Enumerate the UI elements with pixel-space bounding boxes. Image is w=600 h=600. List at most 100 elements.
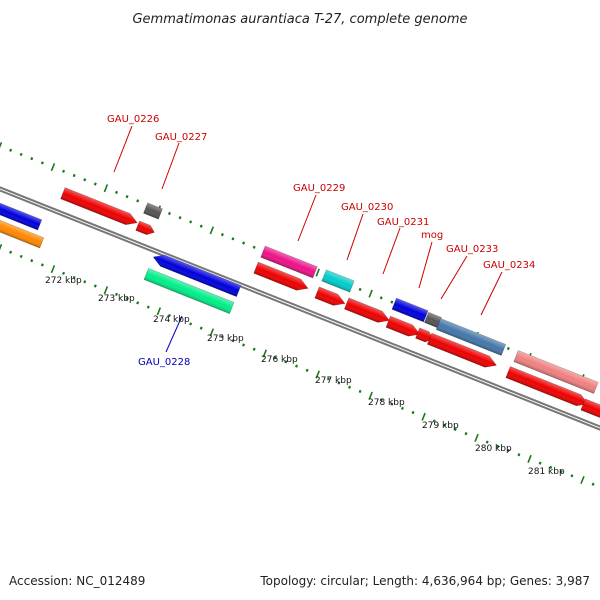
- gene-label-gau-0226[interactable]: GAU_0226: [107, 114, 159, 125]
- minor-tick: [347, 385, 351, 389]
- minor-tick: [549, 465, 553, 469]
- gene-feature-shade: [505, 366, 588, 406]
- scale-labels: 272 kbp 273 kbp 274 kbp 275 kbp 276 kbp …: [45, 276, 565, 477]
- scale-label: 280 kbp: [475, 444, 512, 454]
- gene-feature[interactable]: [260, 245, 318, 279]
- gene-feature-shade: [415, 327, 433, 342]
- scale-label: 279 kbp: [422, 421, 459, 431]
- minor-tick: [199, 224, 203, 228]
- gene-feature[interactable]: [151, 251, 242, 297]
- gene-feature[interactable]: [435, 318, 507, 356]
- minor-tick: [189, 220, 193, 224]
- minor-tick: [231, 339, 235, 343]
- gene-label-gau-0231[interactable]: GAU_0231: [377, 217, 429, 228]
- minor-tick: [167, 313, 171, 318]
- major-tick: [103, 286, 109, 295]
- gene-feature[interactable]: [314, 286, 347, 309]
- minor-tick: [326, 377, 330, 381]
- minor-tick: [570, 474, 574, 478]
- minor-tick: [284, 360, 288, 364]
- major-tick: [368, 391, 373, 400]
- minor-tick: [390, 300, 394, 304]
- gene-label-gau-0227[interactable]: GAU_0227: [155, 132, 207, 143]
- minor-tick: [62, 169, 66, 173]
- gene-feature[interactable]: [415, 327, 435, 344]
- minor-tick: [114, 190, 119, 195]
- minor-tick: [40, 263, 44, 267]
- gene-feature[interactable]: [426, 332, 498, 371]
- gene-feature[interactable]: [143, 268, 235, 314]
- minor-tick: [62, 271, 66, 275]
- minor-tick: [125, 297, 129, 301]
- gene-label-gau-0228[interactable]: GAU_0228: [138, 357, 190, 368]
- gene-feature-shade: [143, 202, 163, 220]
- minor-tick: [19, 254, 23, 259]
- minor-tick: [252, 347, 256, 351]
- gene-feature[interactable]: [0, 213, 45, 249]
- gene-feature[interactable]: [391, 297, 429, 323]
- label-leaders: [113, 125, 503, 353]
- minor-tick: [146, 305, 150, 309]
- gene-feature-shade: [314, 286, 345, 306]
- scale-label: 278 kbp: [368, 398, 405, 408]
- gene-feature-shade: [0, 214, 44, 248]
- gene-label-mog[interactable]: mog: [421, 230, 443, 241]
- gene-feature[interactable]: [513, 350, 599, 394]
- gene-feature[interactable]: [321, 269, 355, 293]
- minor-tick: [379, 296, 383, 300]
- minor-tick: [506, 448, 510, 453]
- minor-tick: [337, 381, 341, 385]
- gene-feature[interactable]: [135, 220, 156, 237]
- minor-tick: [220, 334, 224, 339]
- minor-tick: [432, 419, 436, 423]
- minor-tick: [517, 453, 521, 457]
- minor-tick: [93, 284, 97, 288]
- gene-label-gau-0230[interactable]: GAU_0230: [341, 202, 393, 213]
- minor-tick: [496, 444, 500, 448]
- major-tick: [262, 349, 267, 358]
- gene-feature[interactable]: [0, 195, 43, 231]
- minor-tick: [114, 292, 119, 297]
- gene-label-gau-0229[interactable]: GAU_0229: [293, 183, 345, 194]
- major-tick: [315, 268, 320, 277]
- major-tick: [209, 328, 215, 337]
- minor-tick: [400, 406, 404, 410]
- minor-tick: [19, 152, 23, 157]
- minor-tick: [273, 356, 277, 360]
- major-tick: [0, 243, 3, 251]
- gene-feature-shade: [321, 269, 355, 293]
- gene-feature-shade: [385, 316, 420, 337]
- gene-feature[interactable]: [424, 311, 442, 329]
- scale-label: 275 kbp: [207, 334, 244, 344]
- gene-label-gau-0233[interactable]: GAU_0233: [446, 244, 498, 255]
- gene-feature-shade: [135, 221, 155, 235]
- minor-tick: [242, 241, 246, 245]
- gene-feature-shade: [424, 312, 442, 328]
- gene-feature[interactable]: [60, 187, 140, 229]
- gene-feature[interactable]: [143, 202, 163, 220]
- inner-tick-track: [0, 243, 595, 486]
- minor-tick: [464, 432, 468, 436]
- minor-tick: [72, 275, 76, 280]
- minor-tick: [305, 368, 309, 372]
- minor-tick: [453, 427, 457, 432]
- gene-feature-shade: [344, 297, 390, 323]
- gene-label-gau-0234[interactable]: GAU_0234: [483, 260, 535, 271]
- scale-label: 273 kbp: [98, 294, 135, 304]
- minor-tick: [9, 250, 13, 254]
- gene-labels: GAU_0226 GAU_0227 GAU_0229 GAU_0230 GAU_…: [107, 114, 535, 368]
- scale-label: 274 kbp: [153, 315, 190, 325]
- gene-feature[interactable]: [385, 315, 422, 340]
- minor-tick: [167, 211, 171, 216]
- major-tick: [50, 163, 56, 172]
- minor-tick: [411, 410, 415, 415]
- minor-tick: [295, 364, 299, 368]
- gene-feature[interactable]: [505, 366, 590, 410]
- gene-feature[interactable]: [344, 297, 391, 326]
- minor-tick: [136, 301, 140, 305]
- major-tick: [580, 476, 585, 485]
- gene-feature[interactable]: [580, 398, 600, 421]
- gene-feature[interactable]: [253, 261, 310, 294]
- major-tick: [315, 370, 320, 379]
- minor-tick: [252, 245, 256, 249]
